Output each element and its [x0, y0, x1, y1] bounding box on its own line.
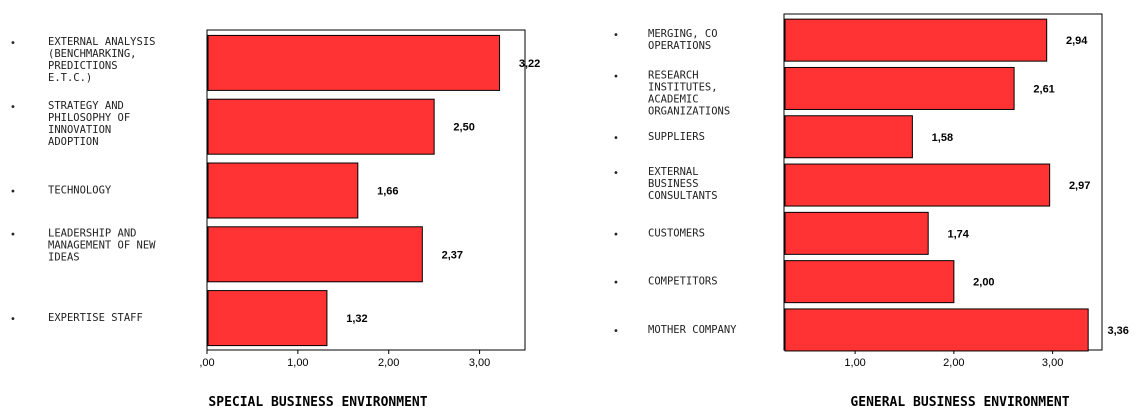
special-bullet: •	[10, 38, 16, 49]
special-category-line: MANAGEMENT OF NEW	[48, 239, 156, 251]
general-category-label: MOTHER COMPANY	[648, 324, 737, 336]
general-bar-value-label: 2,61	[1033, 83, 1054, 95]
general-bar-value-label: 2,00	[973, 277, 994, 289]
special-bar-value-label: 2,37	[442, 249, 463, 261]
special-x-tick-label: 3,00	[469, 357, 490, 369]
general-bar	[784, 115, 913, 159]
general-category-line: BUSINESS	[648, 178, 699, 190]
special-category-label: TECHNOLOGY	[48, 185, 112, 197]
general-bar-value-label: 1,74	[947, 228, 969, 240]
special-bullet: •	[10, 102, 16, 113]
general-bullet: •	[613, 71, 619, 82]
special-x-tick-label: 1,00	[287, 357, 308, 369]
special-category-label: LEADERSHIP AND MANAGEMENT OF NEW IDEAS	[48, 227, 156, 263]
special-category-label: EXPERTISE STAFF	[48, 312, 143, 324]
general-category-line: CONSULTANTS	[648, 190, 718, 202]
general-bar-value-label: 1,58	[932, 132, 953, 144]
general-x-tick-label: 2,00	[943, 357, 964, 369]
general-chart-title: GENERAL BUSINESS ENVIRONMENT	[850, 395, 1069, 410]
general-bar	[784, 66, 1015, 110]
general-category-line: CUSTOMERS	[648, 227, 705, 239]
general-category-line: RESEARCH	[648, 69, 699, 81]
general-category-line: ACADEMIC	[648, 93, 699, 105]
general-category-label: MERGING, CO OPERATIONS	[648, 28, 718, 52]
general-category-line: COMPETITORS	[648, 276, 718, 288]
general-bar	[784, 163, 1051, 207]
general-category-line: MERGING, CO	[648, 28, 718, 40]
general-category-label: CUSTOMERS	[648, 227, 705, 239]
special-category-label: EXTERNAL ANALYSIS (BENCHMARKING, PREDICTIO…	[48, 36, 155, 84]
special-category-line: EXPERTISE STAFF	[48, 312, 143, 324]
special-bullet: •	[10, 314, 16, 325]
special-chart-title: SPECIAL BUSINESS ENVIRONMENT	[208, 395, 427, 410]
general-bar	[784, 18, 1048, 62]
general-category-label: RESEARCH INSTITUTES, ACADEMIC ORGANIZATIONS	[648, 69, 730, 117]
general-bar	[784, 260, 955, 304]
general-category-line: OPERATIONS	[648, 40, 711, 52]
general-bullet: •	[613, 229, 619, 240]
special-category-line: IDEAS	[48, 251, 80, 263]
general-category-label: COMPETITORS	[648, 276, 718, 288]
special-category-line: INNOVATION	[48, 124, 111, 136]
general-category-label: EXTERNAL BUSINESS CONSULTANTS	[648, 166, 718, 202]
special-bar-value-label: 3,22	[519, 58, 540, 70]
general-x-tick-label: 3,00	[1042, 357, 1063, 369]
special-bullet: •	[10, 229, 16, 240]
special-category-line: (BENCHMARKING,	[48, 48, 137, 60]
general-bullet: •	[613, 133, 619, 144]
special-category-line: EXTERNAL ANALYSIS	[48, 36, 155, 48]
special-category-line: LEADERSHIP AND	[48, 227, 137, 239]
general-bar	[784, 308, 1089, 352]
general-bar-value-label: 3,36	[1107, 325, 1128, 337]
general-bar-value-label: 2,94	[1066, 35, 1088, 47]
special-category-label: STRATEGY AND PHILOSOPHY OF INNOVATION ADOPT…	[48, 100, 130, 148]
special-bar	[207, 98, 435, 155]
special-category-line: TECHNOLOGY	[48, 185, 112, 197]
special-category-line: PHILOSOPHY OF	[48, 112, 130, 124]
special-bar	[207, 226, 423, 283]
general-category-line: MOTHER COMPANY	[648, 324, 737, 336]
special-bar-value-label: 1,32	[346, 313, 367, 325]
general-category-label: SUPPLIERS	[648, 131, 705, 143]
general-category-line: INSTITUTES,	[648, 81, 718, 93]
special-x-tick-label: 2,00	[378, 357, 399, 369]
special-bullet: •	[10, 187, 16, 198]
general-bar	[784, 211, 929, 255]
general-bullet: •	[613, 278, 619, 289]
special-category-line: STRATEGY AND	[48, 100, 124, 112]
special-bar	[207, 290, 328, 347]
general-category-line: ORGANIZATIONS	[648, 105, 730, 117]
special-bar-value-label: 2,50	[453, 122, 474, 134]
special-x-tick-label: ,00	[199, 357, 214, 369]
general-bullet: •	[613, 326, 619, 337]
special-bar	[207, 34, 501, 91]
general-category-line: EXTERNAL	[648, 166, 699, 178]
general-bullet: •	[613, 168, 619, 179]
special-bar-value-label: 1,66	[377, 186, 398, 198]
general-x-tick-label: 1,00	[844, 357, 865, 369]
special-category-line: PREDICTIONS	[48, 60, 118, 72]
general-bar-value-label: 2,97	[1069, 180, 1090, 192]
special-bar	[207, 162, 359, 219]
general-bullet: •	[613, 30, 619, 41]
special-plot-frame	[206, 29, 526, 351]
special-category-line: E.T.C.)	[48, 72, 92, 84]
special-category-line: ADOPTION	[48, 136, 99, 148]
general-category-line: SUPPLIERS	[648, 131, 705, 143]
